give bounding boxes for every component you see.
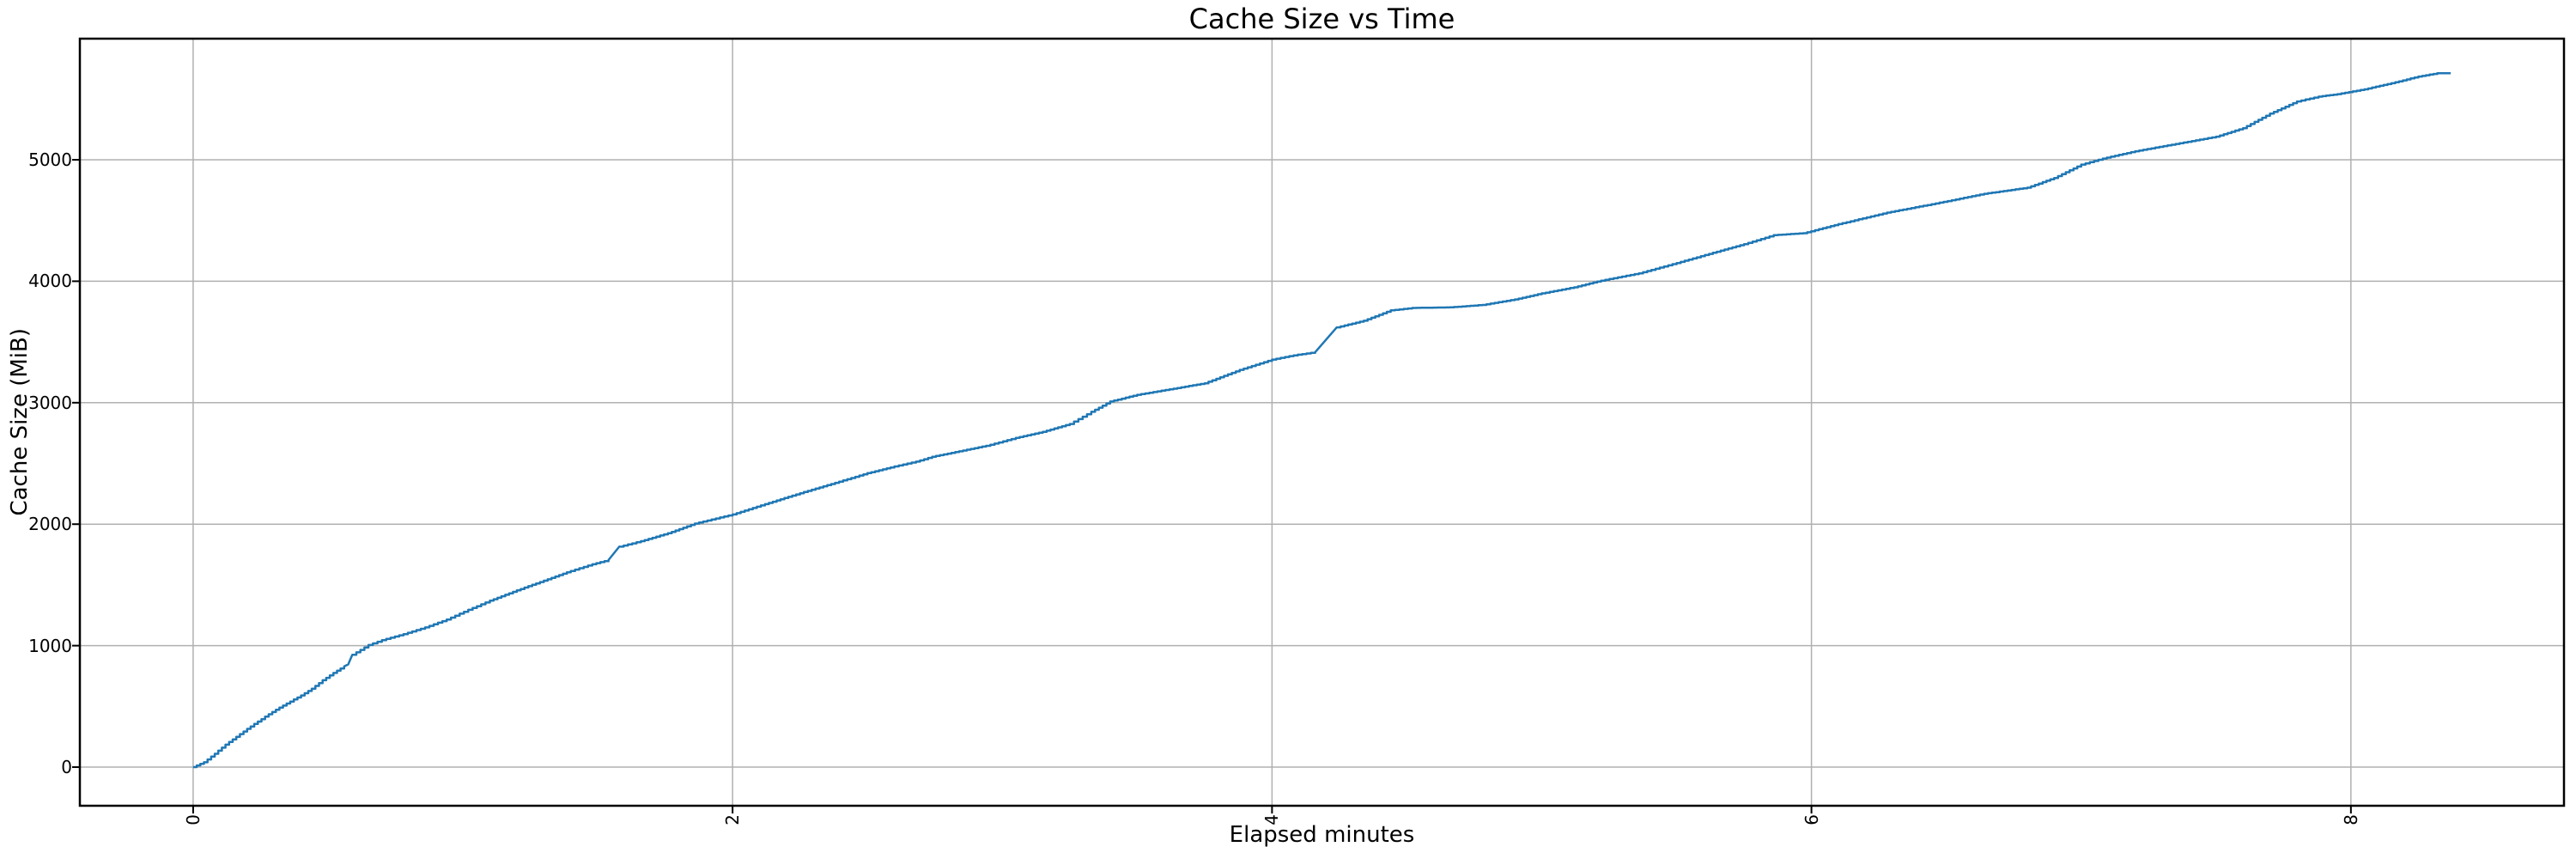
x-tick-label-text: 6	[1801, 814, 1822, 825]
x-tick-label-text: 4	[1261, 814, 1283, 825]
cache-size-series-line	[192, 71, 2451, 769]
x-tick-label: 8	[2340, 814, 2362, 825]
x-tick-label: 6	[1801, 814, 1823, 825]
x-tick-label-text: 2	[722, 814, 744, 825]
x-tick-label-text: 0	[182, 814, 204, 825]
x-tick-label: 4	[1261, 814, 1283, 825]
y-tick-label: 1000	[28, 635, 72, 656]
y-tick-label: 5000	[28, 149, 72, 170]
x-axis-label: Elapsed minutes	[1229, 822, 1415, 848]
y-tick-label: 4000	[28, 271, 72, 292]
y-axis-label: Cache Size (MiB)	[7, 328, 33, 516]
y-tick-label: 0	[61, 757, 72, 778]
x-tick-label: 2	[721, 814, 744, 825]
x-tick-label: 0	[182, 814, 204, 825]
plot-frame	[78, 37, 2566, 807]
x-tick-label-text: 8	[2340, 814, 2361, 825]
y-tick-label: 3000	[28, 392, 72, 413]
chart-title: Cache Size vs Time	[1188, 3, 1455, 35]
y-tick-label: 2000	[28, 514, 72, 535]
